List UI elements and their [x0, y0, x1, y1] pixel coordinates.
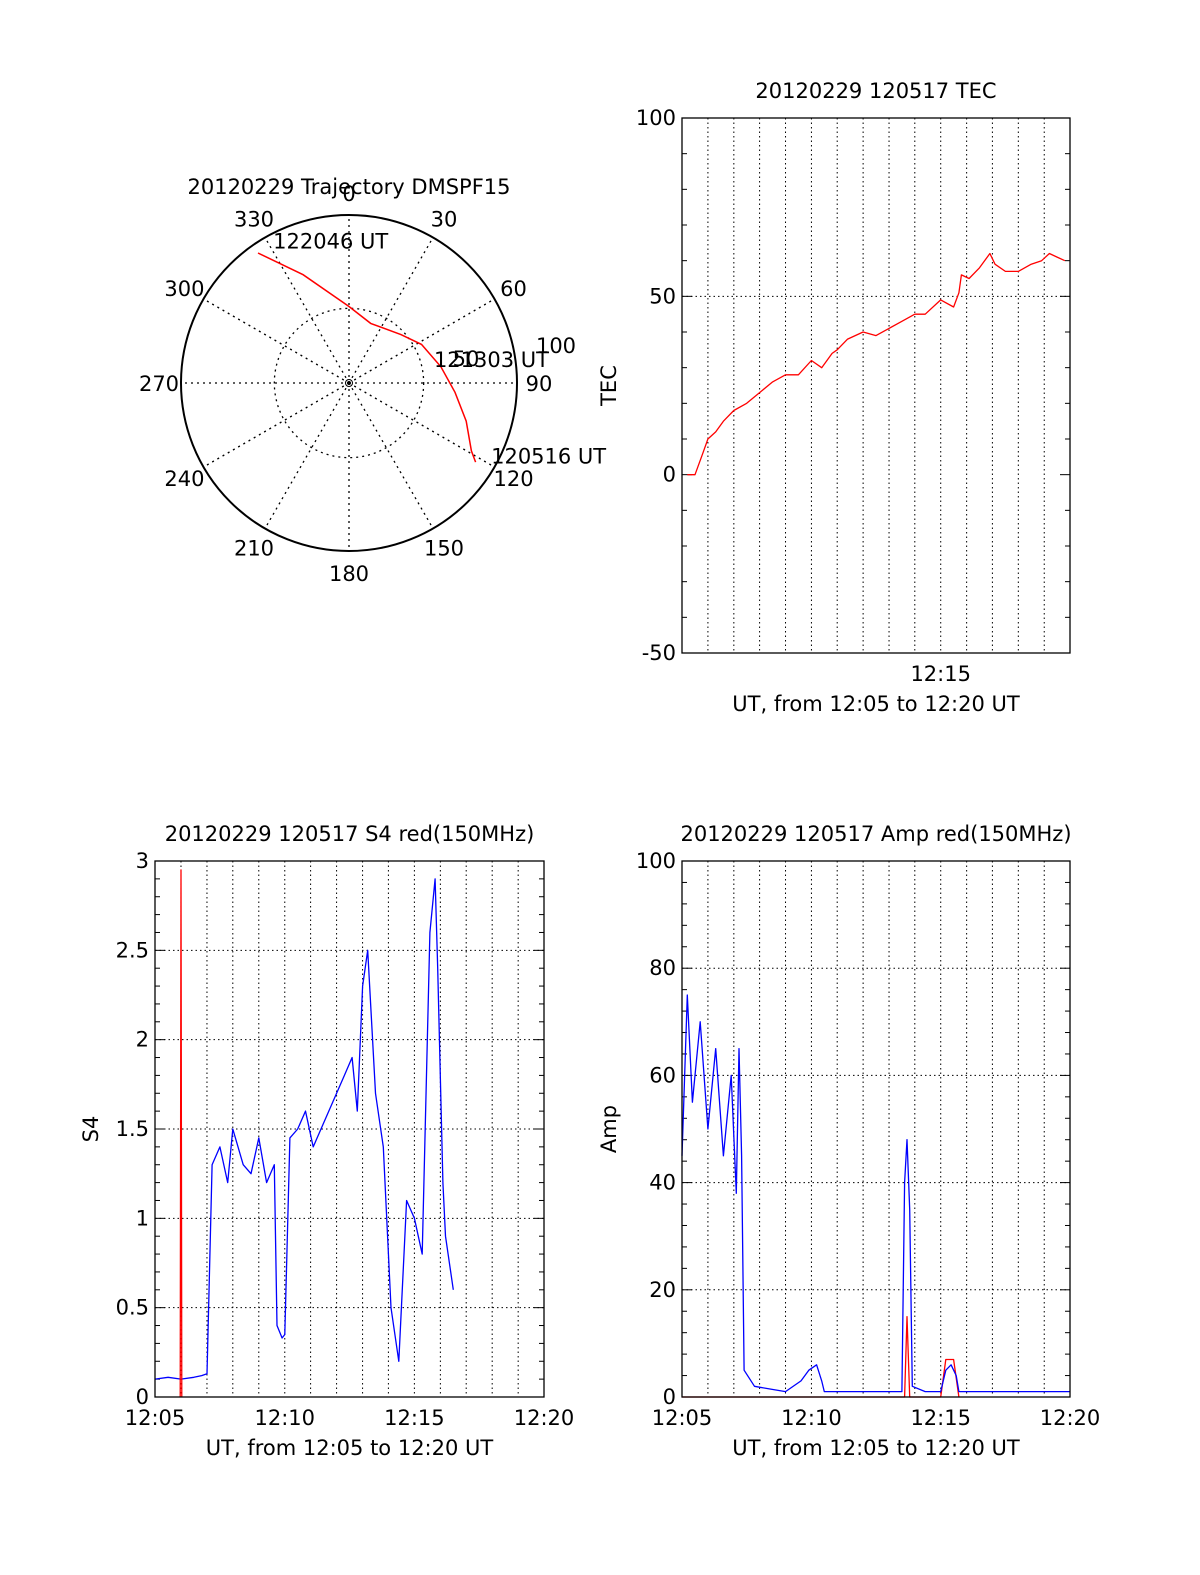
azimuth-spoke-240 [203, 382, 350, 468]
azimuth-label-120: 120 [493, 467, 533, 491]
s4-xtick-label-3: 12:20 [514, 1406, 575, 1430]
s4-ytick-label-1: 0.5 [116, 1296, 149, 1320]
azimuth-spoke-120 [348, 382, 495, 468]
ring-label-50: 50 [453, 347, 480, 371]
tec-line-chart: -50 0 50 100 12:15 20120229 120517 TEC UT, fro… [597, 79, 1071, 716]
azimuth-label-150: 150 [424, 537, 464, 561]
trajectory-time-label-0: 122046 UT [273, 230, 388, 254]
s4-plot-frame [154, 860, 545, 1398]
tec-xtick-label-0: 12:15 [910, 662, 971, 686]
amp-series-0 [682, 1315, 960, 1398]
amp-xlabel: UT, from 12:05 to 12:20 UT [732, 1436, 1020, 1460]
amp-ytick-label-2: 40 [649, 1171, 676, 1195]
s4-ylabel: S4 [79, 1116, 103, 1143]
azimuth-label-0: 0 [342, 182, 355, 206]
amp-ylabel: Amp [597, 1105, 621, 1153]
azimuth-label-60: 60 [500, 277, 527, 301]
amp-xtick-label-1: 12:10 [781, 1406, 842, 1430]
azimuth-label-270: 270 [139, 372, 179, 396]
amp-line-chart: 0 20 40 60 80 100 12:05 12:10 12:15 12:20 20120229… [597, 822, 1100, 1460]
tec-ytick-label-1: 0 [663, 463, 676, 487]
s4-ytick-label-5: 2.5 [116, 938, 149, 962]
azimuth-label-30: 30 [431, 207, 458, 231]
tec-ylabel: TEC [597, 365, 621, 407]
s4-series-1 [179, 869, 183, 1398]
azimuth-spoke-150 [348, 382, 434, 529]
azimuth-label-90: 90 [526, 372, 553, 396]
azimuth-spoke-330 [264, 237, 350, 384]
s4-line-chart: 0 0.5 1 1.5 2 2.5 3 12:05 12:10 12:15 12:20 2012022… [79, 822, 574, 1460]
amp-xtick-label-3: 12:20 [1040, 1406, 1101, 1430]
elevation-ring-50 [273, 307, 425, 459]
amp-series-1 [681, 994, 1070, 1393]
azimuth-label-180: 180 [329, 562, 369, 586]
s4-ytick-label-0: 0 [136, 1385, 149, 1409]
trajectory-time-label-1: 121303 UT [434, 348, 549, 372]
amp-ytick-label-3: 60 [649, 1063, 676, 1087]
trajectory-line [257, 252, 477, 463]
s4-ytick-label-6: 3 [136, 849, 149, 873]
s4-ytick-label-3: 1.5 [116, 1117, 149, 1141]
amp-plot-frame [681, 860, 1071, 1398]
tec-ytick-label-0: -50 [642, 641, 676, 665]
azimuth-label-240: 240 [164, 467, 204, 491]
ring-label-100: 100 [536, 334, 576, 358]
tec-plot-frame [681, 117, 1071, 654]
s4-series-0 [154, 878, 454, 1380]
tec-series-0 [687, 252, 1066, 476]
s4-ytick-label-2: 1 [136, 1206, 149, 1230]
s4-xlabel: UT, from 12:05 to 12:20 UT [206, 1436, 494, 1460]
s4-xtick-label-0: 12:05 [125, 1406, 186, 1430]
amp-ytick-label-5: 100 [636, 849, 676, 873]
tec-ytick-label-3: 100 [636, 106, 676, 130]
amp-xtick-label-2: 12:15 [910, 1406, 971, 1430]
amp-title: 20120229 120517 Amp red(150MHz) [680, 822, 1071, 846]
tec-title: 20120229 120517 TEC [755, 79, 996, 103]
s4-ytick-label-4: 2 [136, 1028, 149, 1052]
center-marker [345, 379, 353, 387]
tec-xlabel: UT, from 12:05 to 12:20 UT [732, 692, 1020, 716]
azimuth-label-210: 210 [234, 537, 274, 561]
azimuth-spoke-60 [348, 298, 495, 384]
amp-ytick-label-4: 80 [649, 956, 676, 980]
amp-ytick-label-1: 20 [649, 1278, 676, 1302]
azimuth-spoke-300 [203, 298, 350, 384]
azimuth-spoke-210 [264, 382, 350, 529]
azimuth-spoke-30 [348, 237, 434, 384]
trajectory-time-label-2: 120516 UT [491, 444, 606, 468]
s4-title: 20120229 120517 S4 red(150MHz) [165, 822, 535, 846]
s4-xtick-label-1: 12:10 [255, 1406, 316, 1430]
tec-ytick-label-2: 50 [649, 284, 676, 308]
amp-ytick-label-0: 0 [663, 1385, 676, 1409]
azimuth-label-330: 330 [234, 207, 274, 231]
outer-ring [180, 214, 518, 552]
azimuth-label-300: 300 [164, 277, 204, 301]
amp-xtick-label-0: 12:05 [652, 1406, 713, 1430]
s4-xtick-label-2: 12:15 [384, 1406, 445, 1430]
trajectory-title: 20120229 Trajectory DMSPF15 [187, 175, 510, 199]
